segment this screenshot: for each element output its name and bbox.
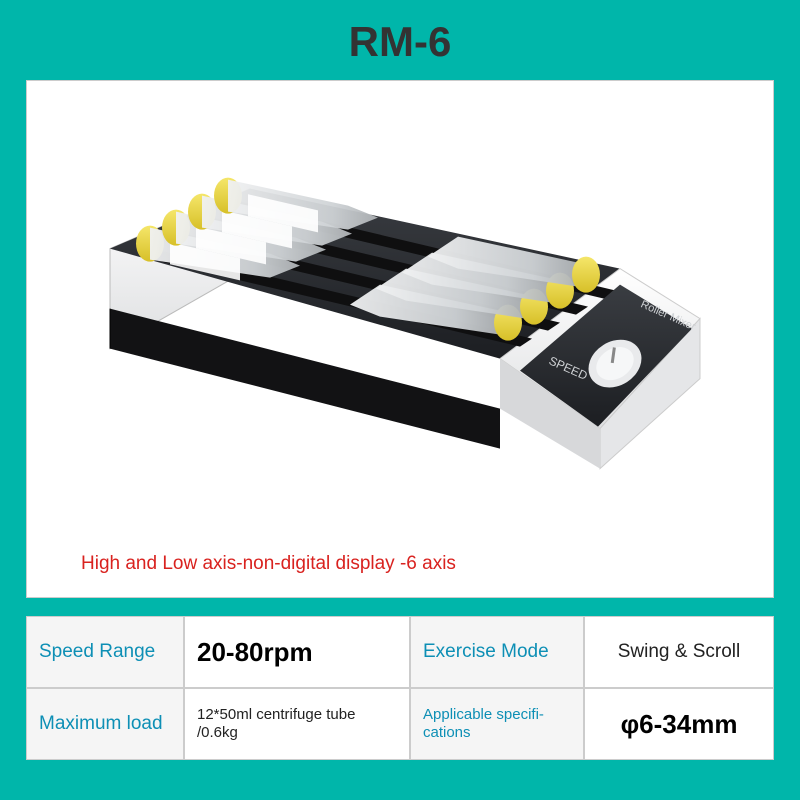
spec-value-applicable: φ6-34mm [584, 688, 774, 760]
product-illustration: Roller Mixer SPEED [80, 149, 720, 489]
product-title: RM-6 [0, 0, 800, 80]
spec-value-max-load: 12*50ml centrifuge tube /0.6kg [184, 688, 410, 760]
spec-value-speed-range: 20-80rpm [184, 616, 410, 688]
spec-label-speed-range: Speed Range [26, 616, 184, 688]
spec-label-max-load: Maximum load [26, 688, 184, 760]
spec-label-exercise-mode: Exercise Mode [410, 616, 584, 688]
specs-table: Speed Range 20-80rpm Exercise Mode Swing… [26, 616, 774, 760]
spec-label-applicable: Applicable specifi- cations [410, 688, 584, 760]
product-image-panel: Roller Mixer SPEED High and Low axis-non… [26, 80, 774, 598]
spec-value-exercise-mode: Swing & Scroll [584, 616, 774, 688]
product-caption: High and Low axis-non-digital display -6… [81, 552, 456, 577]
